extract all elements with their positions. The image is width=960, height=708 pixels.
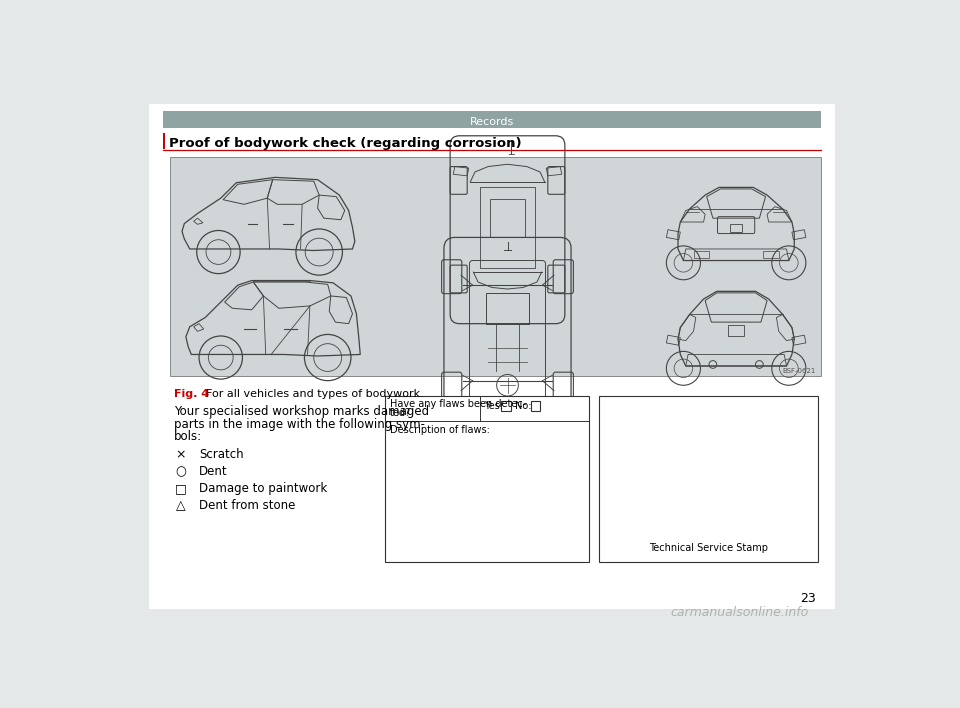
Bar [763, 251, 779, 258]
Text: Your specialised workshop marks damaged: Your specialised workshop marks damaged [175, 405, 429, 418]
Text: Yes:: Yes: [484, 401, 506, 411]
Text: Records: Records [469, 117, 515, 127]
Bar [531, 401, 540, 411]
Text: bols:: bols: [175, 430, 203, 443]
Bar [486, 293, 529, 324]
Bar [385, 396, 588, 561]
Text: Description of flaws:: Description of flaws: [390, 425, 490, 435]
Text: Dent from stone: Dent from stone [199, 499, 296, 512]
Text: No:: No: [516, 401, 535, 411]
Text: Technical Service Stamp: Technical Service Stamp [649, 543, 768, 553]
Text: 23: 23 [801, 592, 816, 605]
Text: Scratch: Scratch [199, 448, 244, 462]
Bar [480, 188, 535, 268]
Bar [162, 111, 822, 128]
Text: BSF-0621: BSF-0621 [782, 367, 816, 374]
Text: Fig. 4: Fig. 4 [175, 389, 209, 399]
Text: Dent: Dent [199, 465, 228, 479]
Bar [730, 224, 742, 232]
Bar [491, 199, 524, 237]
Text: ted?: ted? [390, 409, 411, 418]
Bar [729, 325, 744, 336]
Text: parts in the image with the following sym-: parts in the image with the following sy… [175, 418, 425, 430]
Bar [170, 156, 822, 376]
Bar [693, 251, 709, 258]
Text: □: □ [175, 482, 186, 496]
Bar [599, 396, 818, 561]
Text: Damage to paintwork: Damage to paintwork [199, 482, 327, 496]
Text: ○: ○ [175, 465, 186, 479]
Text: Have any flaws been detec-: Have any flaws been detec- [390, 399, 526, 409]
Text: Proof of bodywork check (regarding corrosion): Proof of bodywork check (regarding corro… [169, 137, 521, 150]
Text: ×: × [175, 448, 185, 462]
Text: △: △ [176, 499, 185, 512]
Text: For all vehicles and types of bodywork.: For all vehicles and types of bodywork. [199, 389, 423, 399]
Bar [162, 134, 165, 149]
Text: carmanualsonline.info: carmanualsonline.info [671, 606, 809, 620]
Bar [501, 401, 511, 411]
